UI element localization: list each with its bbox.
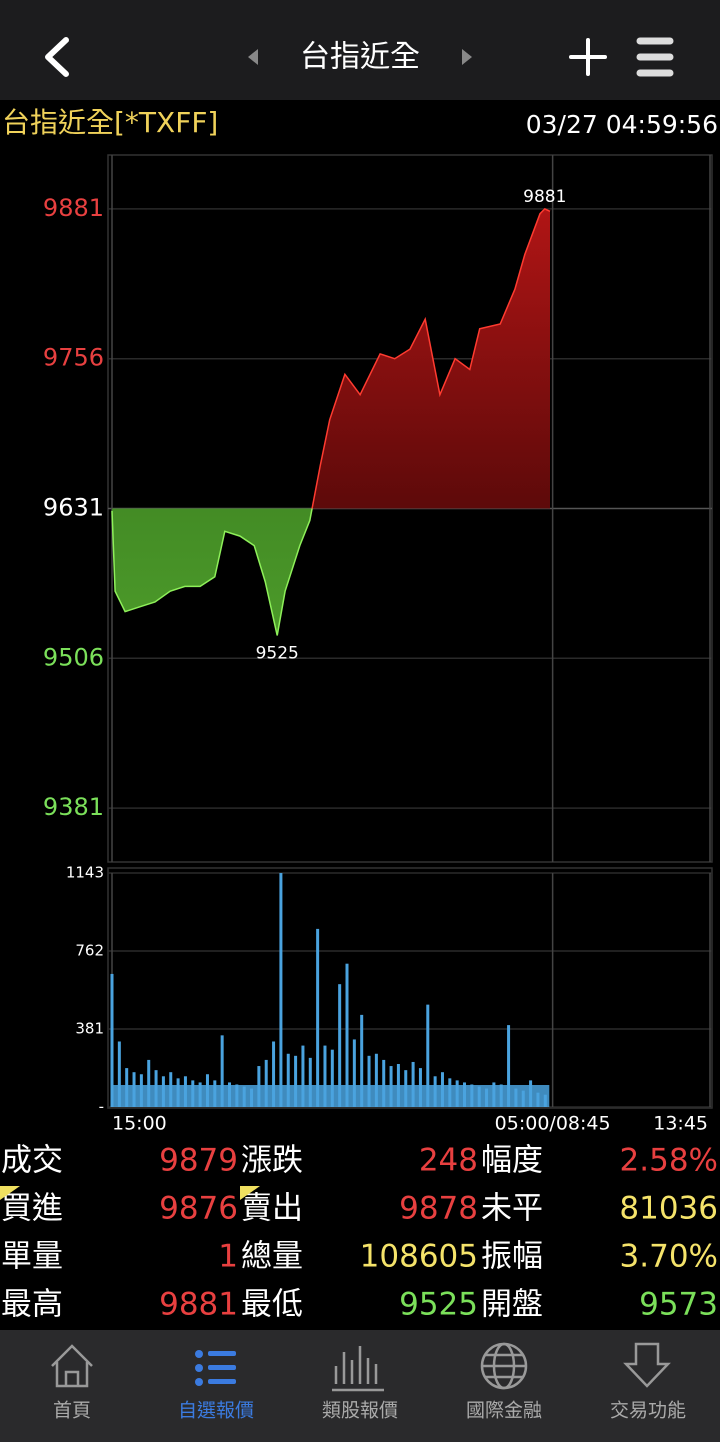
volume-bar <box>367 1055 371 1107</box>
volume-bar <box>286 1053 290 1107</box>
volume-bar <box>308 1057 312 1107</box>
extreme-label: 9881 <box>523 187 566 207</box>
quote-label: 最低 <box>241 1287 303 1323</box>
quote-label: 買進 <box>1 1191 63 1227</box>
x-tick-label: 13:45 <box>653 1113 708 1135</box>
tab-label[interactable]: 類股報價 <box>322 1400 398 1422</box>
y-tick-label: 1143 <box>66 864 104 882</box>
volume-bar <box>411 1061 415 1107</box>
flag-marker <box>0 1186 20 1200</box>
quote-label: 總量 <box>241 1239 303 1275</box>
volume-bar <box>220 1035 224 1107</box>
volume-bar <box>264 1059 268 1107</box>
quote-label: 最高 <box>1 1287 63 1323</box>
quote-value: 248 <box>419 1143 478 1179</box>
volume-bar <box>117 1041 121 1107</box>
y-tick-label: 381 <box>75 1020 104 1038</box>
volume-bar <box>345 963 349 1107</box>
quote-value: 9881 <box>159 1287 238 1323</box>
quote-value: 108605 <box>360 1239 478 1275</box>
instrument-name: 台指近全[*TXFF] <box>2 106 218 139</box>
quote-label: 幅度 <box>481 1143 543 1179</box>
volume-bar <box>272 1041 276 1107</box>
watchlist-icon <box>195 1350 236 1386</box>
home-icon <box>51 1344 93 1388</box>
prev-arrow[interactable] <box>248 49 258 65</box>
quote-label: 振幅 <box>481 1239 543 1275</box>
volume-bar <box>330 1049 334 1107</box>
volume-bar <box>338 984 342 1107</box>
quote-value: 2.58% <box>620 1143 718 1179</box>
quote-table: 成交 9879 漲跌 248 幅度 2.58% 買進 9876 賣出 9878 未平 81036 單量 1… <box>0 1143 718 1323</box>
trade-icon <box>623 1342 671 1388</box>
volume-bar <box>352 1039 356 1107</box>
volume-bar <box>426 1004 430 1107</box>
volume-bar <box>382 1059 386 1107</box>
volume-bar <box>374 1053 378 1107</box>
quote-value: 9573 <box>639 1287 718 1323</box>
tab-label[interactable]: 自選報價 <box>178 1400 254 1422</box>
y-tick-label: 9506 <box>43 643 104 671</box>
tab-label[interactable]: 國際金融 <box>466 1400 542 1422</box>
quote-value: 9878 <box>399 1191 478 1227</box>
quote-value: 9876 <box>159 1191 238 1227</box>
add-button[interactable] <box>569 38 607 76</box>
next-arrow[interactable] <box>462 49 472 65</box>
quote-value: 81036 <box>619 1191 718 1227</box>
volume-bar <box>294 1055 298 1107</box>
x-tick-label: 05:00/08:45 <box>495 1113 611 1135</box>
quote-label: 單量 <box>1 1239 63 1275</box>
header-title: 台指近全 <box>300 40 420 75</box>
tab-icons <box>51 1342 671 1392</box>
volume-bar <box>110 973 114 1107</box>
quote-value: 1 <box>218 1239 238 1275</box>
sector-icon <box>332 1346 384 1392</box>
quote-label: 漲跌 <box>241 1143 303 1179</box>
volume-bar <box>301 1045 305 1107</box>
volume-bar <box>147 1059 151 1107</box>
up-line <box>311 207 551 509</box>
tab-label[interactable]: 交易功能 <box>610 1400 686 1422</box>
flag-marker <box>240 1186 260 1200</box>
up-area <box>112 208 550 509</box>
instrument-time: 03/27 04:59:56 <box>526 110 718 139</box>
y-tick-label: - <box>99 1098 104 1116</box>
quote-label: 開盤 <box>481 1287 543 1323</box>
menu-button[interactable] <box>636 37 674 77</box>
quote-label: 未平 <box>481 1191 543 1227</box>
y-tick-label: 762 <box>75 942 104 960</box>
header-bar <box>0 0 720 100</box>
volume-bar <box>323 1045 327 1107</box>
tab-label[interactable]: 首頁 <box>53 1400 91 1422</box>
down-area <box>112 508 550 636</box>
volume-frame <box>107 867 713 1109</box>
globe-icon <box>480 1342 528 1390</box>
volume-chart: - 381 762 1143 15:00 05:00/08:45 13:45 <box>66 864 712 1135</box>
back-button[interactable] <box>45 37 69 77</box>
down-line <box>111 508 313 636</box>
tab-labels: 首頁 自選報價 類股報價 國際金融 交易功能 <box>53 1400 686 1422</box>
x-tick-label: 15:00 <box>112 1113 167 1135</box>
volume-bar <box>507 1025 511 1107</box>
quote-value: 3.70% <box>620 1239 718 1275</box>
price-chart: 9881 9756 9631 9506 9381 9881 9525 <box>43 155 712 862</box>
volume-bar <box>279 873 283 1107</box>
volume-bar <box>360 1014 364 1107</box>
y-tick-label: 9756 <box>43 344 104 372</box>
y-tick-label: 9381 <box>43 793 104 821</box>
y-tick-label: 9881 <box>43 194 104 222</box>
volume-bar <box>316 928 320 1107</box>
y-tick-label: 9631 <box>43 494 104 522</box>
volume-base <box>112 1085 550 1107</box>
quote-label: 成交 <box>1 1143 63 1179</box>
extreme-label: 9525 <box>256 644 299 664</box>
quote-value: 9879 <box>159 1143 238 1179</box>
quote-value: 9525 <box>399 1287 478 1323</box>
quote-label: 賣出 <box>241 1191 303 1227</box>
